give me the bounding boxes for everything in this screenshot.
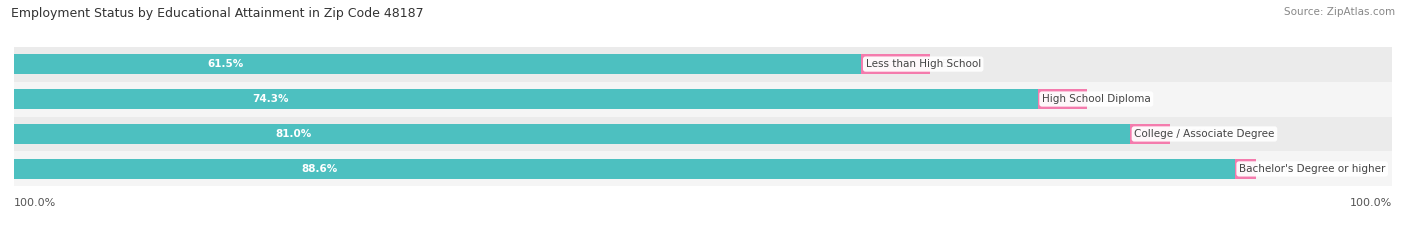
Bar — [14, 159, 1234, 178]
Text: 3.6%: 3.6% — [1098, 94, 1125, 104]
Bar — [14, 82, 1392, 116]
Bar — [14, 55, 862, 74]
Bar — [14, 151, 1392, 186]
Text: 5.0%: 5.0% — [942, 59, 967, 69]
Text: Bachelor's Degree or higher: Bachelor's Degree or higher — [1239, 164, 1385, 174]
Bar — [1038, 89, 1087, 109]
Text: 100.0%: 100.0% — [1350, 198, 1392, 208]
Bar — [14, 89, 1038, 109]
Text: 74.3%: 74.3% — [252, 94, 288, 104]
Text: 1.5%: 1.5% — [1267, 164, 1294, 174]
Bar — [14, 124, 1130, 144]
Bar — [862, 55, 931, 74]
Bar — [1130, 124, 1170, 144]
Text: High School Diploma: High School Diploma — [1042, 94, 1150, 104]
Text: Employment Status by Educational Attainment in Zip Code 48187: Employment Status by Educational Attainm… — [11, 7, 423, 20]
Text: College / Associate Degree: College / Associate Degree — [1135, 129, 1275, 139]
Bar — [1234, 159, 1256, 178]
Text: 2.9%: 2.9% — [1181, 129, 1208, 139]
Text: 100.0%: 100.0% — [14, 198, 56, 208]
Text: 88.6%: 88.6% — [301, 164, 337, 174]
Text: 61.5%: 61.5% — [208, 59, 245, 69]
Text: 81.0%: 81.0% — [276, 129, 311, 139]
Text: Source: ZipAtlas.com: Source: ZipAtlas.com — [1284, 7, 1395, 17]
Text: Less than High School: Less than High School — [866, 59, 981, 69]
Bar — [14, 116, 1392, 151]
Bar — [14, 47, 1392, 82]
